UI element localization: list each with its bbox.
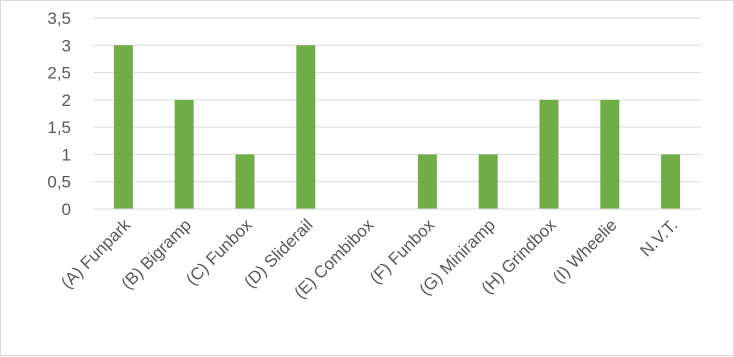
bar	[661, 154, 681, 209]
bars	[113, 45, 681, 210]
y-tick-label: 0	[62, 200, 71, 219]
gridlines	[93, 17, 701, 183]
y-tick-label: 2	[62, 91, 71, 110]
bar	[174, 99, 194, 209]
bar	[478, 154, 498, 209]
y-tick-label: 0,5	[47, 173, 71, 192]
y-tick-label: 3	[62, 36, 71, 55]
bar	[296, 45, 316, 210]
bar	[417, 154, 437, 209]
x-axis-category-labels: (A) Funpark(B) Bigramp(C) Funbox(D) Slid…	[57, 215, 681, 302]
bar	[113, 45, 133, 210]
y-tick-label: 1,5	[47, 118, 71, 137]
x-tick-label: (I) Wheelie	[549, 215, 621, 287]
y-axis-tick-labels: 0 0,5 1 1,5 2 2,5 3 3,5	[47, 9, 71, 219]
bar	[600, 99, 620, 209]
y-tick-label: 2,5	[47, 64, 71, 83]
y-tick-label: 3,5	[47, 9, 71, 28]
bar	[235, 154, 255, 209]
x-tick-label: N.V.T.	[636, 215, 681, 260]
y-tick-label: 1	[62, 145, 71, 164]
bar	[539, 99, 559, 209]
